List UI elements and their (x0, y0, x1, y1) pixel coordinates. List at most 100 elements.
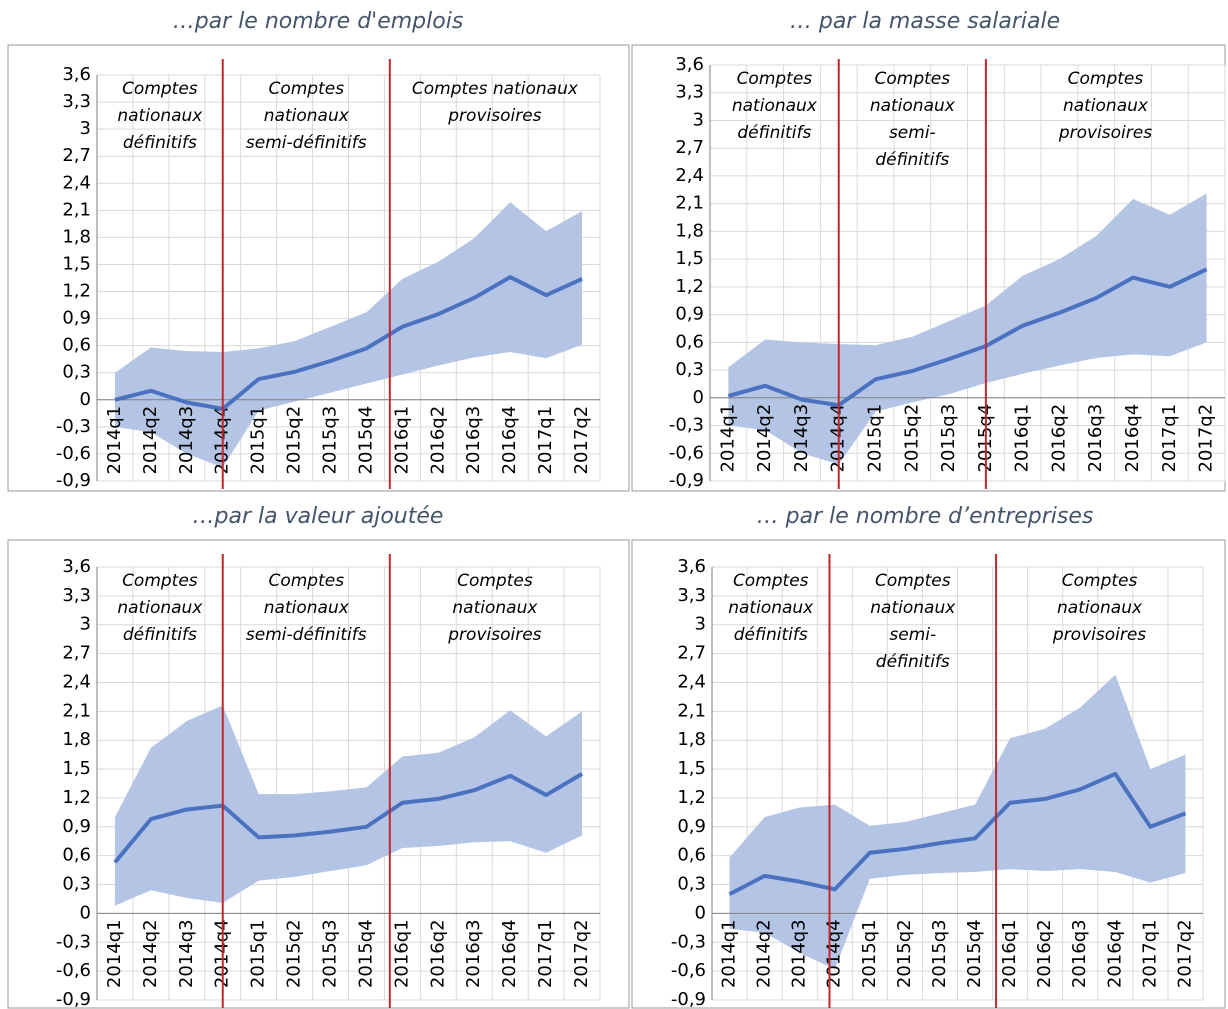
y-tick-label: 0,9 (62, 308, 91, 329)
y-tick-label: -0,9 (56, 470, 91, 491)
y-tick-label: 1,2 (62, 787, 91, 808)
period-annotation: définitifs (737, 123, 811, 143)
x-tick-label: 2014q2 (754, 404, 775, 473)
period-annotation: définitifs (734, 625, 808, 645)
y-tick-label: -0,3 (669, 415, 704, 436)
y-tick-label: 1,8 (62, 226, 91, 247)
x-tick-label: 2017q2 (1196, 404, 1217, 473)
period-annotation: nationaux (732, 96, 818, 116)
y-tick-label: 0,6 (62, 845, 91, 866)
central-line (114, 275, 583, 411)
x-tick-label: 2016q3 (1085, 404, 1106, 473)
x-tick-label: 2015q1 (865, 404, 886, 473)
x-tick-label: 2014q2 (140, 919, 161, 988)
central-line (728, 771, 1187, 896)
period-annotation: provisoires (1052, 625, 1146, 645)
period-annotation: nationaux (1057, 598, 1143, 618)
y-tick-label: 1,5 (675, 248, 704, 269)
central-line (727, 267, 1208, 408)
panel: … par la masse salariale -0,9 -0,6 -0,3 0 0,3… (631, 9, 1226, 492)
x-tick-label: 2014q2 (754, 919, 775, 988)
y-tick-label: 0,3 (62, 874, 91, 895)
period-annotation: définitifs (875, 150, 949, 170)
y-tick-label: 0 (80, 389, 91, 410)
period-annotation: définitifs (123, 625, 197, 645)
y-tick-label: 2,7 (677, 643, 706, 664)
period-annotation: provisoires (447, 106, 541, 126)
panel-title: … par la masse salariale (790, 9, 1060, 34)
x-tick-label: 2017q2 (1174, 919, 1195, 988)
y-tick-label: 3,6 (62, 64, 91, 85)
y-tick-label: 2,1 (62, 700, 91, 721)
x-tick-label: 2016q4 (1122, 404, 1143, 473)
y-tick-label: 1,8 (677, 729, 706, 750)
period-annotation: nationaux (452, 598, 538, 618)
panel-border (7, 44, 630, 492)
x-tick-label: 2014q3 (176, 406, 197, 475)
y-tick-label: 0,9 (677, 816, 706, 837)
period-annotation: provisoires (1058, 123, 1152, 143)
x-tick-label: 2016q4 (499, 406, 520, 475)
y-tick-label: 0,6 (675, 331, 704, 352)
y-tick-label: 0,9 (62, 816, 91, 837)
x-tick-label: 2016q2 (1034, 919, 1055, 988)
period-annotation: définitifs (876, 652, 950, 672)
period-annotation: nationaux (870, 598, 956, 618)
period-annotation: provisoires (447, 625, 541, 645)
period-annotation: Comptes (457, 571, 533, 591)
x-tick-label: 2014q3 (791, 404, 812, 473)
y-tick-label: -0,6 (671, 960, 706, 981)
x-tick-label: 2015q3 (929, 919, 950, 988)
y-tick-label: 1,5 (62, 758, 91, 779)
x-tick-label: 2016q3 (463, 919, 484, 988)
x-tick-label: 2017q1 (1159, 404, 1180, 473)
x-tick-label: 2016q1 (391, 406, 412, 475)
x-tick-label: 2014q3 (176, 919, 197, 988)
y-tick-label: 1,5 (62, 253, 91, 274)
y-tick-label: 2,4 (62, 671, 91, 692)
y-tick-label: 3 (695, 614, 706, 635)
central-line (113, 772, 584, 864)
panel: … par le nombre d’entreprises -0,9 -0,6 -0,… (631, 504, 1226, 1009)
y-tick-label: -0,3 (56, 931, 91, 952)
period-annotation: définitifs (123, 133, 197, 153)
y-tick-label: 1,8 (62, 729, 91, 750)
x-tick-label: 2015q3 (320, 919, 341, 988)
x-tick-label: 2017q1 (1139, 919, 1160, 988)
y-tick-label: 3,3 (675, 82, 704, 103)
y-tick-label: 0,6 (677, 845, 706, 866)
y-tick-label: -0,6 (669, 442, 704, 463)
y-tick-label: 0 (695, 902, 706, 923)
panel-title: …par la valeur ajoutée (193, 504, 444, 529)
period-annotation: Comptes nationaux (412, 79, 579, 99)
x-tick-label: 2016q4 (1104, 919, 1125, 988)
y-tick-label: 0,3 (62, 362, 91, 383)
x-tick-label: 2014q1 (104, 406, 125, 475)
x-tick-label: 2014q2 (140, 406, 161, 475)
x-tick-label: 2015q2 (901, 404, 922, 473)
y-tick-label: 2,7 (675, 137, 704, 158)
y-tick-label: 0,3 (675, 359, 704, 380)
x-tick-label: 2016q3 (1069, 919, 1090, 988)
x-tick-label: 2016q2 (1048, 404, 1069, 473)
period-annotation: Comptes (875, 571, 951, 591)
period-annotation: Comptes (1068, 69, 1144, 89)
panel: …par la valeur ajoutée -0,9 -0,6 -0,3 0 0,3 0,… (7, 504, 630, 1009)
period-annotation: nationaux (264, 598, 350, 618)
panel: …par le nombre d'emplois -0,9 -0,6 -0,3 0 0,3… (7, 9, 630, 492)
period-annotation: nationaux (264, 106, 350, 126)
y-tick-label: 1,2 (675, 276, 704, 297)
period-annotation: Comptes (1062, 571, 1138, 591)
y-tick-label: -0,9 (669, 470, 704, 491)
period-annotation: Comptes (733, 571, 809, 591)
x-tick-label: 2014q1 (719, 919, 740, 988)
y-tick-label: 2,1 (62, 199, 91, 220)
x-tick-label: 2015q4 (355, 919, 376, 988)
y-tick-label: 0,6 (62, 335, 91, 356)
x-tick-label: 2015q3 (938, 404, 959, 473)
y-tick-label: 1,2 (677, 787, 706, 808)
x-tick-label: 2015q1 (248, 406, 269, 475)
x-tick-label: 2016q1 (999, 919, 1020, 988)
x-tick-label: 2014q1 (717, 404, 738, 473)
period-annotation: Comptes (122, 571, 198, 591)
